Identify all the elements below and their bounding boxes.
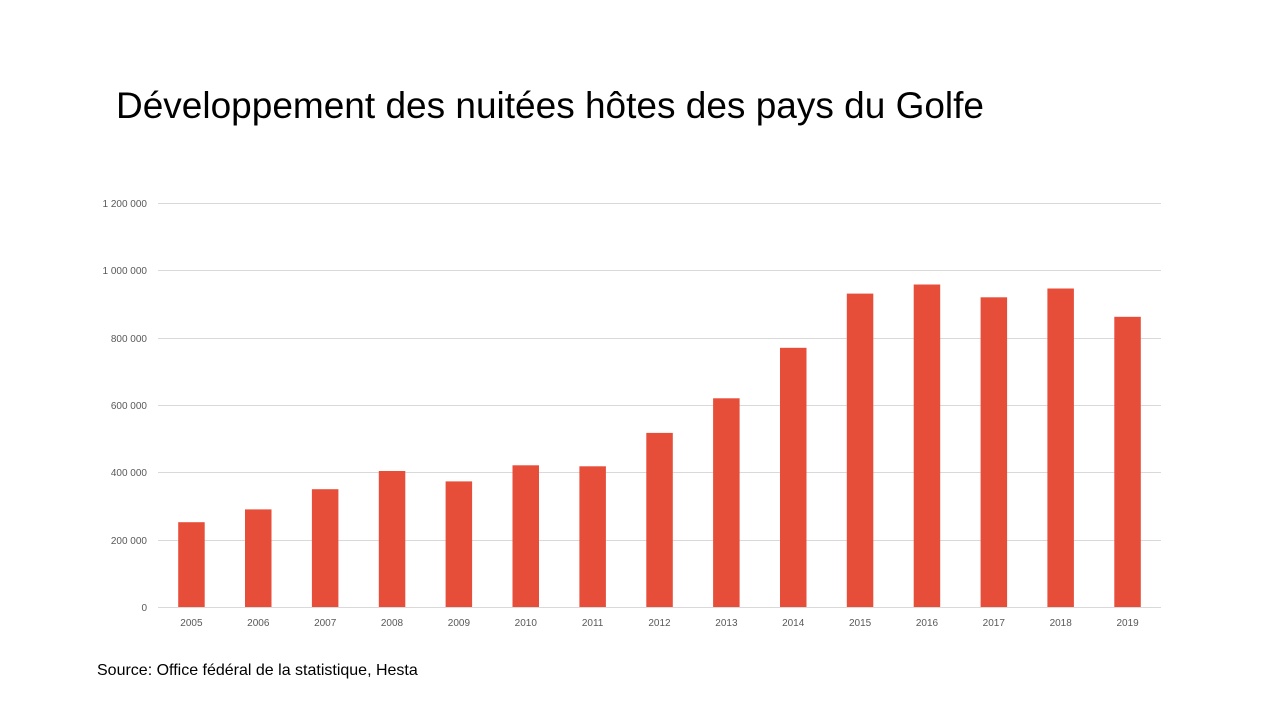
- x-axis-ticks: 2005 2006 2007 2008 2009 2010 2011 2012 2013 2014…: [180, 618, 1139, 629]
- bar-2008: [378, 471, 406, 607]
- bar-2006: [245, 509, 272, 607]
- source-note: Source: Office fédéral de la statistique…: [97, 662, 418, 679]
- bar-2017: [980, 297, 1008, 607]
- x-tick-label: 2012: [648, 618, 671, 629]
- x-tick-label: 2009: [448, 618, 471, 629]
- y-tick-label: 0: [141, 603, 147, 614]
- x-tick-label: 2005: [180, 618, 203, 629]
- bar-2018: [1047, 288, 1074, 607]
- y-axis-ticks: 0 200 000 400 000 600 000 800 000 1 000 000 1 …: [103, 199, 148, 614]
- x-tick-label: 2013: [715, 618, 738, 629]
- bar-2016: [913, 284, 941, 607]
- bar-2007: [311, 489, 339, 607]
- bar-2014: [780, 347, 807, 607]
- bar-2013: [713, 398, 740, 607]
- bar-2015: [846, 293, 874, 607]
- x-tick-label: 2017: [983, 618, 1006, 629]
- bars: [178, 284, 1141, 607]
- x-tick-label: 2016: [916, 618, 939, 629]
- bar-2009: [445, 481, 473, 607]
- x-tick-label: 2007: [314, 618, 337, 629]
- y-tick-label: 400 000: [111, 468, 148, 479]
- bar-2011: [579, 466, 606, 607]
- bar-2012: [646, 432, 673, 607]
- slide-title: Développement des nuitées hôtes des pays…: [116, 85, 985, 126]
- y-tick-label: 200 000: [111, 536, 148, 547]
- x-tick-label: 2011: [582, 618, 604, 629]
- bar-2010: [512, 465, 539, 607]
- x-tick-label: 2008: [381, 618, 404, 629]
- x-tick-label: 2015: [849, 618, 872, 629]
- y-tick-label: 600 000: [111, 401, 148, 412]
- x-tick-label: 2018: [1050, 618, 1073, 629]
- x-tick-label: 2010: [515, 618, 538, 629]
- bar-2005: [178, 522, 205, 607]
- x-tick-label: 2019: [1116, 618, 1139, 629]
- bar-2019: [1114, 316, 1141, 607]
- y-tick-label: 1 200 000: [103, 199, 148, 210]
- x-tick-label: 2014: [782, 618, 805, 629]
- y-tick-label: 1 000 000: [103, 266, 148, 277]
- y-tick-label: 800 000: [111, 334, 148, 345]
- x-tick-label: 2006: [247, 618, 270, 629]
